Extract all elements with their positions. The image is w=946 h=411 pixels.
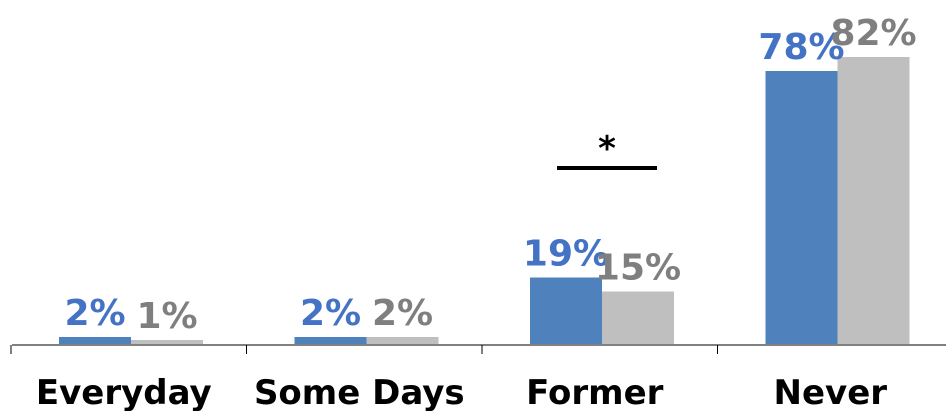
annotations-group: *: [557, 129, 657, 170]
bar-never-series-2: [837, 57, 910, 344]
significance-marker-former: *: [598, 129, 616, 169]
value-label-some-days-series-2: 2%: [372, 293, 433, 334]
category-label-everyday: Everyday: [36, 373, 212, 411]
bar-never-series-1: [765, 71, 838, 344]
category-labels-group: Everyday Some Days Former Never: [36, 373, 887, 411]
value-label-everyday-series-2: 1%: [136, 296, 197, 337]
category-label-some-days: Some Days: [254, 373, 465, 411]
bar-some-days-series-1: [294, 337, 367, 344]
value-label-former-series-2: 15%: [595, 248, 681, 289]
bar-everyday-series-2: [131, 340, 203, 344]
x-axis: [10, 344, 946, 354]
value-label-former-series-1: 19%: [523, 234, 609, 275]
category-label-never: Never: [774, 373, 888, 411]
bars-group: [59, 57, 910, 344]
value-label-never-series-1: 78%: [758, 27, 844, 68]
bar-everyday-series-1: [59, 337, 131, 344]
bar-former-series-2: [602, 291, 674, 344]
value-label-everyday-series-1: 2%: [64, 293, 125, 334]
category-label-former: Former: [526, 373, 663, 411]
value-labels-group: 2% 1% 2% 2% 19%15% 78%82%: [64, 13, 916, 337]
value-label-some-days-series-1: 2%: [300, 293, 361, 334]
bar-former-series-1: [530, 277, 602, 344]
value-label-never-series-2: 82%: [830, 13, 916, 54]
bar-some-days-series-2: [366, 337, 439, 344]
